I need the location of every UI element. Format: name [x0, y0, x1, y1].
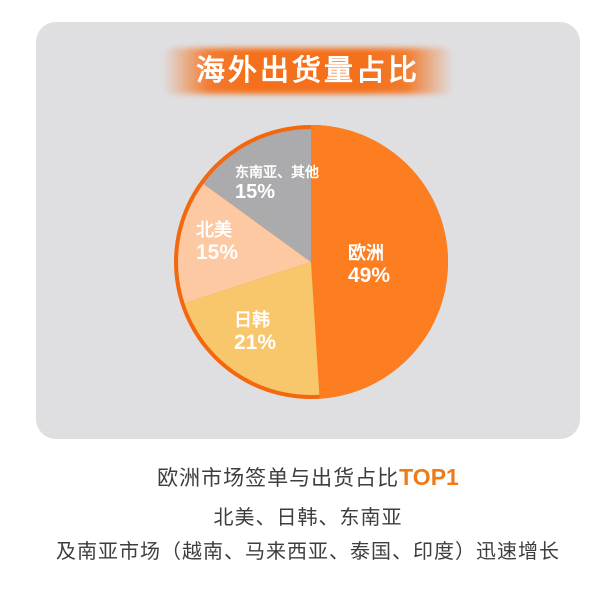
caption-line3: 及南亚市场（越南、马来西亚、泰国、印度）迅速增长 — [56, 541, 560, 563]
pie-slice-southeast-asia-others — [203, 128, 311, 262]
caption: 欧洲市场签单与出货占比TOP1 北美、日韩、东南亚 及南亚市场（越南、马来西亚、… — [0, 463, 616, 569]
pie-slice-europe — [311, 125, 449, 399]
pie-slice-japan-korea — [184, 262, 320, 396]
chart-title-banner: 海外出货量占比 — [0, 48, 616, 94]
banner-gradient — [163, 48, 453, 94]
pie-slice-north-america — [177, 183, 311, 304]
caption-top1-highlight: TOP1 — [399, 464, 459, 490]
caption-line1: 欧洲市场签单与出货占比TOP1 — [0, 463, 616, 493]
chart-title: 海外出货量占比 — [195, 55, 420, 87]
caption-line2: 北美、日韩、东南亚 — [213, 507, 403, 529]
caption-line1-text: 欧洲市场签单与出货占比 — [157, 467, 400, 490]
